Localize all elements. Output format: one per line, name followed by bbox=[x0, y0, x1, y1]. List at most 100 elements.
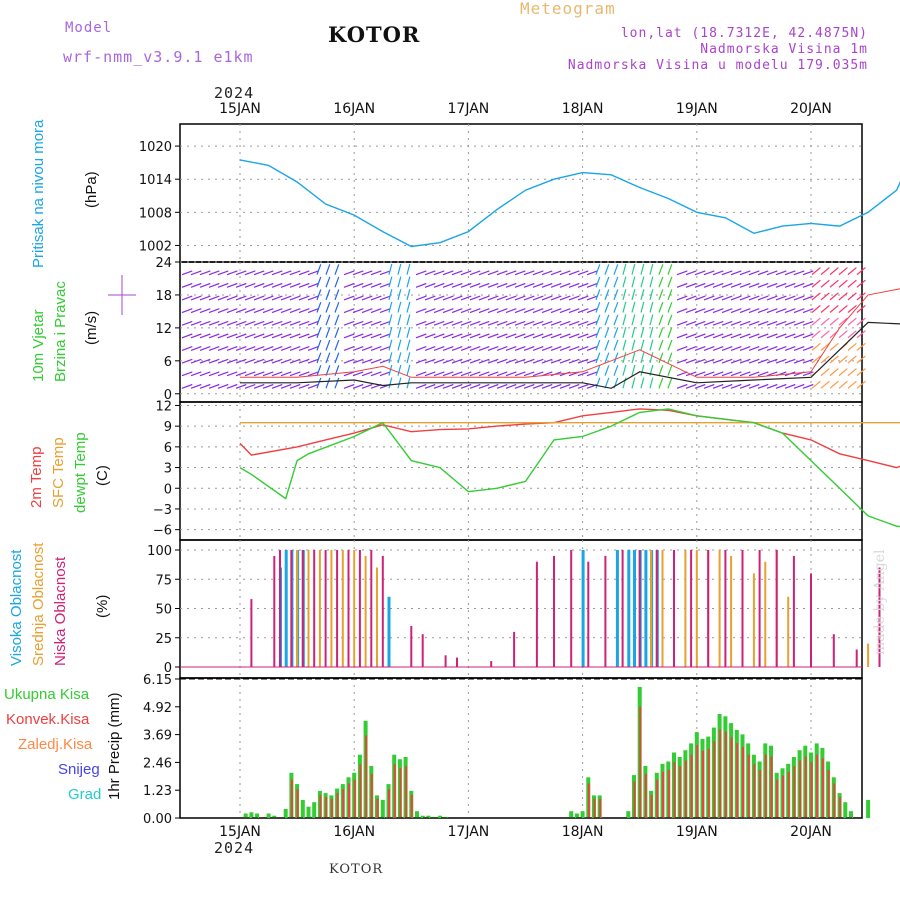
y-tick-label: 25 bbox=[155, 632, 172, 647]
wind-barb bbox=[325, 276, 331, 288]
y-tick-label: 1020 bbox=[139, 140, 172, 155]
wind-barb bbox=[190, 383, 202, 389]
wind-barb bbox=[532, 383, 544, 389]
convective-bar bbox=[599, 798, 602, 818]
wind-barb bbox=[829, 292, 839, 301]
wind-barb bbox=[712, 371, 724, 377]
wind-barb bbox=[226, 346, 238, 351]
cloud-bar bbox=[690, 550, 693, 667]
wind-barb bbox=[721, 333, 733, 339]
wind-barb bbox=[307, 371, 319, 377]
wind-barb bbox=[334, 352, 340, 364]
wind-barb bbox=[730, 383, 742, 389]
wind-barb bbox=[838, 292, 848, 301]
convective-bar bbox=[690, 754, 693, 818]
wind-barb bbox=[640, 326, 645, 338]
wind-barb bbox=[181, 358, 193, 364]
wind-barb bbox=[721, 383, 733, 389]
wind-barb bbox=[730, 295, 742, 301]
wind-barb bbox=[244, 308, 256, 314]
wind-barb bbox=[352, 371, 364, 377]
wind-barb bbox=[289, 333, 301, 339]
wind-barb bbox=[280, 320, 292, 326]
wind-barb bbox=[199, 383, 211, 389]
wind-barb bbox=[604, 365, 610, 376]
wind-barb bbox=[676, 346, 688, 351]
wind-barb bbox=[253, 320, 265, 326]
wind-barb bbox=[658, 301, 664, 313]
wind-barb bbox=[361, 346, 373, 351]
wind-barb bbox=[442, 308, 454, 314]
wind-barb bbox=[505, 383, 517, 389]
wind-barb bbox=[451, 270, 463, 276]
elevation-label: Nadmorska Visina 1m bbox=[700, 42, 868, 57]
wind-barb bbox=[469, 333, 481, 339]
wind-barb bbox=[748, 295, 760, 301]
wind-barb bbox=[334, 377, 340, 389]
wind-barb bbox=[730, 308, 742, 314]
top-year: 2024 bbox=[214, 84, 255, 102]
cloud-bar bbox=[661, 550, 664, 667]
wind-barb bbox=[388, 377, 393, 389]
wind-barb bbox=[406, 289, 411, 301]
wind-barb bbox=[541, 333, 553, 339]
wind-barb bbox=[181, 383, 193, 389]
wind-barb bbox=[613, 289, 619, 301]
wind-barb bbox=[424, 320, 436, 326]
wind-barb bbox=[532, 346, 544, 351]
cloud-bar bbox=[650, 550, 653, 667]
wind-barb bbox=[406, 326, 411, 338]
wind-barb bbox=[748, 383, 760, 389]
cloud-bar bbox=[410, 626, 413, 667]
cloud-bar bbox=[741, 550, 744, 667]
wind-barb bbox=[478, 358, 490, 364]
convective-bar bbox=[776, 779, 779, 818]
wind-barb bbox=[262, 371, 274, 377]
wind-barb bbox=[757, 383, 769, 389]
wind-barb bbox=[820, 304, 830, 313]
wind-barb bbox=[451, 371, 463, 377]
wind-barb bbox=[793, 282, 805, 288]
convective-bar bbox=[353, 779, 356, 818]
precip-bar bbox=[432, 816, 437, 818]
model-label: Model bbox=[65, 20, 113, 36]
wind-barb bbox=[460, 308, 472, 314]
precip-bar bbox=[415, 811, 419, 818]
wind-barb bbox=[406, 339, 411, 351]
wind-barb bbox=[424, 308, 436, 314]
wind-barb bbox=[568, 333, 580, 339]
wind-barb bbox=[505, 333, 517, 339]
wind-barb bbox=[289, 308, 301, 314]
wind-barb bbox=[541, 358, 553, 364]
wind-barb bbox=[802, 383, 814, 389]
legend-total-rain: Ukupna Kisa bbox=[4, 686, 90, 703]
wind-barb bbox=[451, 308, 463, 314]
wind-barb bbox=[739, 371, 751, 377]
wind-barb bbox=[721, 270, 733, 276]
wind-barb bbox=[316, 301, 322, 313]
wind-barb bbox=[181, 282, 193, 288]
wind-barb bbox=[829, 279, 839, 288]
wind-barb bbox=[856, 380, 866, 389]
wind-barb bbox=[667, 352, 673, 364]
wind-barb bbox=[451, 346, 463, 351]
wind-barb bbox=[280, 295, 292, 301]
wind-barb bbox=[235, 346, 247, 351]
wind-barb bbox=[343, 346, 355, 351]
wind-barb bbox=[694, 320, 706, 326]
convective-bar bbox=[770, 756, 773, 818]
top-date-label: 17JAN bbox=[448, 101, 490, 117]
wind-barb bbox=[271, 282, 283, 288]
legend-convective-rain: Konvek.Kisa bbox=[6, 711, 90, 728]
wind-barb bbox=[847, 304, 857, 313]
wind-barb bbox=[640, 263, 645, 275]
wind-barb bbox=[289, 383, 301, 389]
wind-barb bbox=[847, 267, 857, 276]
wind-barb bbox=[559, 320, 571, 326]
wind-barb bbox=[316, 365, 322, 376]
wind-barb bbox=[631, 326, 636, 338]
wind-barb bbox=[379, 282, 391, 288]
convective-bar bbox=[719, 729, 722, 818]
wind-barb bbox=[361, 295, 373, 301]
convective-bar bbox=[667, 770, 670, 818]
